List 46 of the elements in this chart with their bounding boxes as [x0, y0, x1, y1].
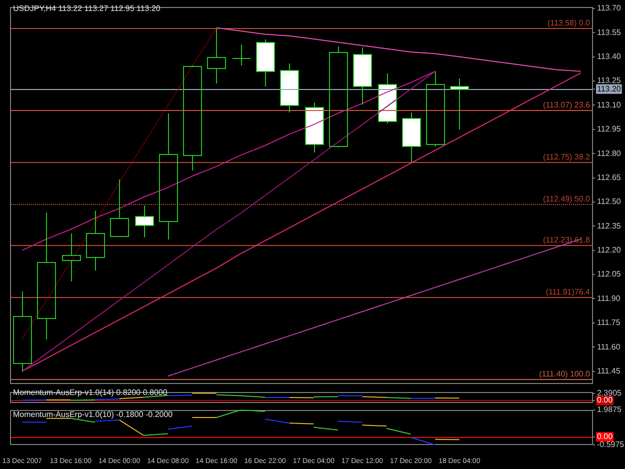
y-tick-label: 112.80 [597, 148, 622, 158]
y-tick-label: 2.3905 [597, 388, 622, 398]
y-tick-label: 112.05 [597, 270, 622, 279]
candlestick [86, 210, 105, 271]
ref-line-label: (112.23) 61.8 [543, 236, 591, 245]
candlestick [256, 39, 275, 87]
y-tick-label: 111.90 [597, 294, 621, 303]
chart-title: USDJPY,H4 113.22 113.27 112.95 113.20 [13, 4, 160, 13]
ref-line-label: (111.91)76.4 [546, 288, 591, 297]
y-tick-label: 112.20 [597, 246, 622, 255]
y-tick-label: 0.00 [597, 396, 614, 405]
y-tick-label: 111.45 [597, 366, 621, 376]
candlestick [402, 112, 421, 163]
y-tick-label: 112.95 [597, 124, 622, 134]
ref-line-label: (113.07) 23.6 [543, 100, 591, 110]
y-tick-label: 0.00 [597, 432, 614, 442]
y-tick-label: -0.5975 [597, 440, 625, 450]
candlestick [353, 47, 372, 105]
y-tick-label: 113.10 [597, 100, 622, 110]
candlestick [110, 179, 129, 237]
y-tick-label: 112.50 [597, 197, 622, 206]
candlestick [232, 44, 251, 66]
candlestick [183, 65, 202, 171]
ref-line-label: (112.75) 38.2 [543, 152, 591, 162]
candlestick [159, 113, 178, 240]
candlestick [207, 28, 226, 84]
ref-line-label: (113.58) 0.0 [547, 18, 591, 28]
y-tick-label: 113.70 [597, 4, 622, 13]
candlestick [37, 212, 56, 340]
candlestick [426, 71, 445, 147]
line-series [22, 27, 217, 340]
y-tick-label: 112.65 [597, 172, 622, 182]
y-tick-label: 112.35 [597, 221, 622, 230]
y-tick-label: 113.25 [597, 76, 622, 86]
candlestick [13, 291, 32, 372]
y-tick-label: 113.55 [597, 28, 622, 37]
chart-title: Momentum-AusErp-v1.0(10) -0.1800 -0.2000 [13, 410, 173, 419]
y-tick-label: 113.40 [597, 52, 622, 61]
chart-title: Momentum-AusErp-v1.0(14) 0.8200 0.8000 [13, 388, 168, 397]
ref-line-label: (111.40) 100.0 [539, 370, 591, 379]
y-tick-label: 111.60 [597, 342, 621, 352]
y-tick-label: 111.75 [597, 318, 621, 328]
y-tick-label: 113.20 [597, 84, 622, 94]
ref-line-label: (112.49) 50.0 [543, 194, 591, 204]
y-tick-label: 1.9875 [597, 405, 622, 414]
candlestick [62, 233, 81, 282]
